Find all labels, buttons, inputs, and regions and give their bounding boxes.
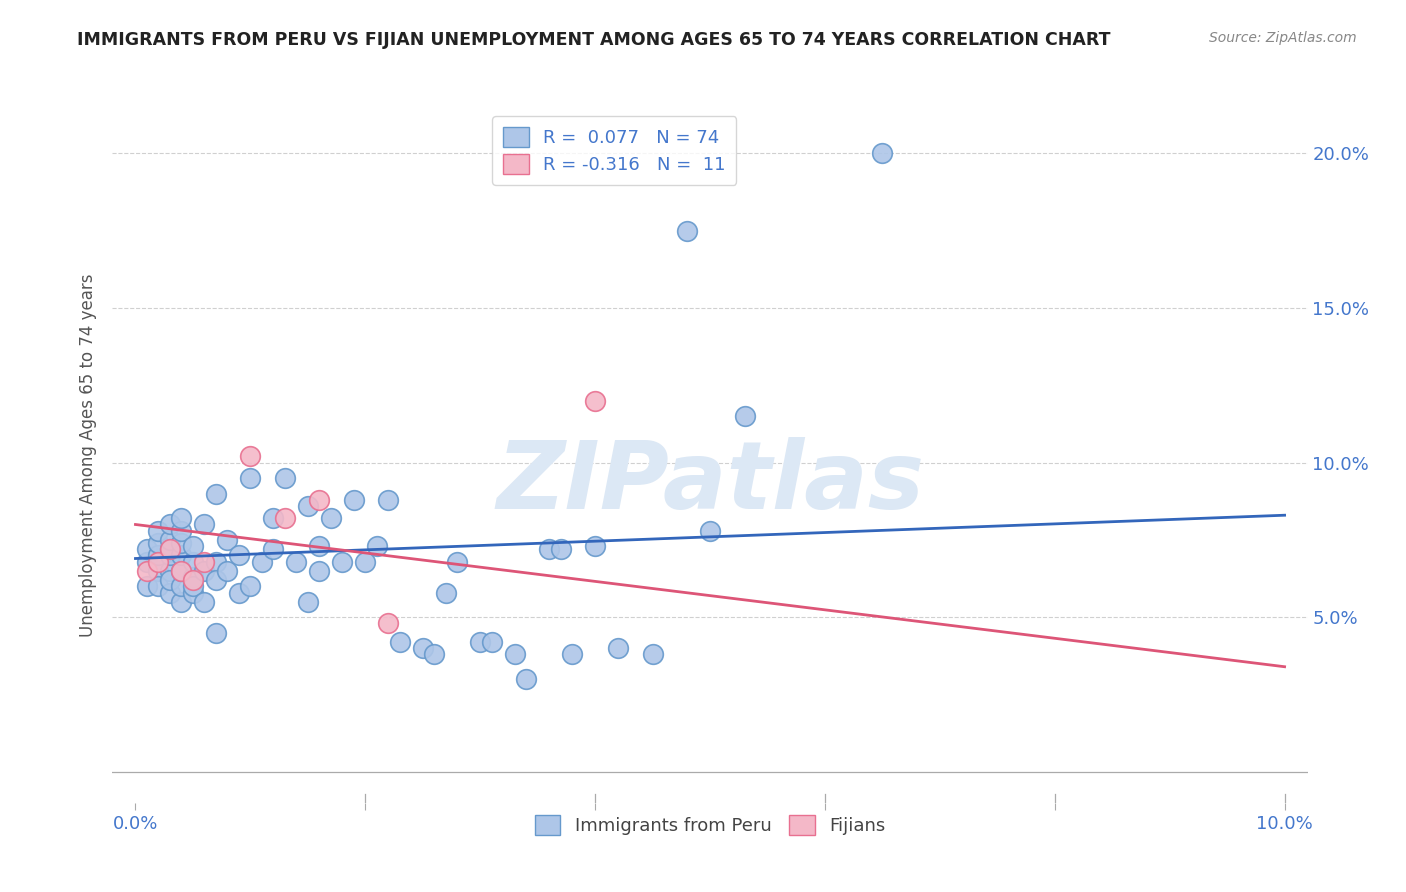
Point (170, 579, 193, 593)
Point (159, 549, 181, 563)
Point (170, 511, 193, 525)
Point (274, 511, 297, 525)
Point (641, 648, 664, 662)
Point (434, 585, 457, 599)
Point (262, 511, 284, 525)
Point (583, 393, 606, 408)
Point (470, 635, 492, 649)
Point (446, 555, 468, 569)
Point (239, 450, 262, 464)
Point (170, 564, 193, 578)
Text: ZIPatlas: ZIPatlas (496, 437, 924, 529)
Point (136, 542, 159, 557)
Point (148, 524, 170, 538)
Point (148, 549, 170, 563)
Point (148, 555, 170, 569)
Point (136, 564, 159, 578)
Point (193, 595, 215, 609)
Point (423, 648, 446, 662)
Point (205, 486, 228, 500)
Point (250, 555, 273, 569)
Point (136, 555, 159, 569)
Point (481, 635, 503, 649)
Point (308, 492, 330, 507)
Point (699, 524, 721, 538)
Point (308, 564, 330, 578)
Point (148, 579, 170, 593)
Legend: Immigrants from Peru, Fijians: Immigrants from Peru, Fijians (527, 808, 893, 842)
Point (205, 625, 228, 640)
Point (239, 579, 262, 593)
Point (159, 573, 181, 587)
Point (148, 536, 170, 550)
Point (205, 573, 228, 587)
Point (343, 492, 366, 507)
Point (583, 539, 606, 553)
Point (181, 555, 204, 569)
Point (515, 672, 537, 686)
Point (297, 595, 319, 609)
Text: Source: ZipAtlas.com: Source: ZipAtlas.com (1209, 31, 1357, 45)
Point (159, 542, 181, 557)
Point (181, 539, 204, 553)
Point (734, 409, 756, 424)
Point (412, 641, 434, 656)
Point (181, 570, 204, 584)
Point (159, 564, 181, 578)
Point (193, 564, 215, 578)
Point (550, 542, 572, 557)
Point (319, 511, 342, 525)
Point (217, 564, 239, 578)
Point (170, 524, 193, 538)
Point (136, 579, 159, 593)
Point (159, 533, 181, 547)
Point (388, 635, 411, 649)
Point (181, 579, 204, 593)
Point (205, 555, 228, 569)
Point (170, 564, 193, 578)
Point (159, 517, 181, 532)
Point (148, 564, 170, 578)
Point (308, 539, 330, 553)
Point (239, 471, 262, 485)
Point (181, 573, 204, 587)
Text: IMMIGRANTS FROM PERU VS FIJIAN UNEMPLOYMENT AMONG AGES 65 TO 74 YEARS CORRELATIO: IMMIGRANTS FROM PERU VS FIJIAN UNEMPLOYM… (77, 31, 1111, 49)
Point (193, 555, 215, 569)
Point (503, 648, 526, 662)
Point (228, 549, 250, 563)
Point (354, 555, 377, 569)
Point (538, 542, 561, 557)
Point (159, 585, 181, 599)
Point (366, 539, 388, 553)
Point (872, 146, 894, 161)
Point (170, 536, 193, 550)
Point (377, 492, 399, 507)
Point (228, 585, 250, 599)
Point (181, 585, 204, 599)
Point (170, 595, 193, 609)
Point (170, 549, 193, 563)
Point (330, 555, 353, 569)
Point (676, 224, 699, 238)
Point (193, 517, 215, 532)
Point (262, 542, 284, 557)
Point (297, 499, 319, 513)
Point (377, 616, 399, 631)
Point (217, 533, 239, 547)
Point (607, 641, 630, 656)
Point (274, 471, 297, 485)
Point (561, 648, 583, 662)
Point (285, 555, 308, 569)
Point (159, 542, 181, 557)
Y-axis label: Unemployment Among Ages 65 to 74 years: Unemployment Among Ages 65 to 74 years (79, 273, 97, 637)
